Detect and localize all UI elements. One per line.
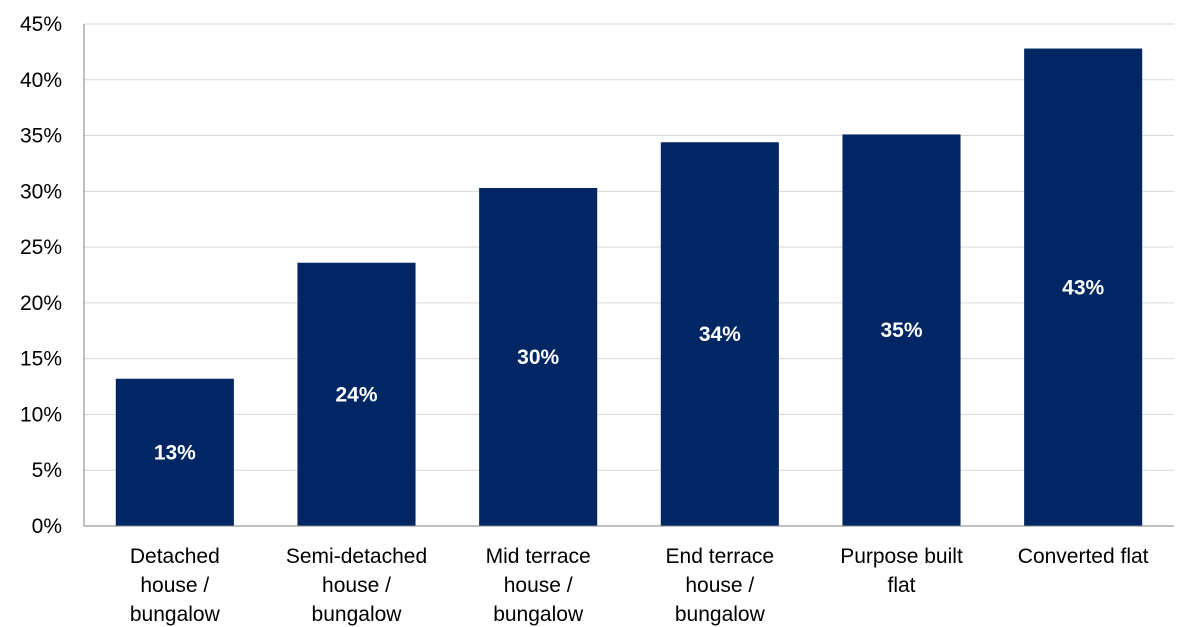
data-label: 43% bbox=[1062, 276, 1104, 299]
data-label: 13% bbox=[154, 441, 196, 464]
bar bbox=[660, 142, 779, 526]
y-tick-label: 40% bbox=[20, 69, 62, 92]
bars bbox=[115, 48, 1143, 526]
bar bbox=[842, 134, 961, 526]
axes bbox=[83, 24, 1174, 527]
data-label: 34% bbox=[699, 323, 741, 346]
x-tick-label: Converted flat bbox=[1018, 545, 1149, 568]
bar bbox=[479, 187, 598, 526]
x-tick-label: End terrace house / bungalow bbox=[666, 545, 775, 626]
y-tick-label: 25% bbox=[20, 236, 62, 259]
y-tick-label: 5% bbox=[32, 459, 62, 482]
y-tick-label: 35% bbox=[20, 125, 62, 148]
x-tick-label: Semi-detached house / bungalow bbox=[286, 545, 427, 626]
bar bbox=[115, 378, 234, 526]
y-tick-label: 45% bbox=[20, 13, 62, 36]
y-tick-label: 15% bbox=[20, 348, 62, 371]
y-tick-labels: 0% 5% 10% 15% 20% 25% 30% 35% 40% 45% bbox=[20, 13, 62, 538]
y-tick-label: 20% bbox=[20, 292, 62, 315]
x-tick-label: Purpose built flat bbox=[840, 545, 963, 597]
data-labels: 13% 24% 30% 34% 35% 43% bbox=[154, 276, 1105, 464]
data-label: 35% bbox=[880, 319, 922, 342]
gridlines bbox=[84, 23, 1174, 471]
y-tick-label: 10% bbox=[20, 403, 62, 426]
x-tick-labels: Detached house / bungalow Semi-detached hous… bbox=[130, 545, 1149, 626]
data-label: 30% bbox=[517, 346, 559, 369]
y-tick-label: 0% bbox=[32, 515, 62, 538]
bar bbox=[297, 262, 416, 526]
bar bbox=[1024, 48, 1143, 526]
x-tick-label: Mid terrace house / bungalow bbox=[486, 545, 591, 626]
x-tick-label: Detached house / bungalow bbox=[130, 545, 221, 626]
data-label: 24% bbox=[335, 383, 377, 406]
y-tick-label: 30% bbox=[20, 180, 62, 203]
